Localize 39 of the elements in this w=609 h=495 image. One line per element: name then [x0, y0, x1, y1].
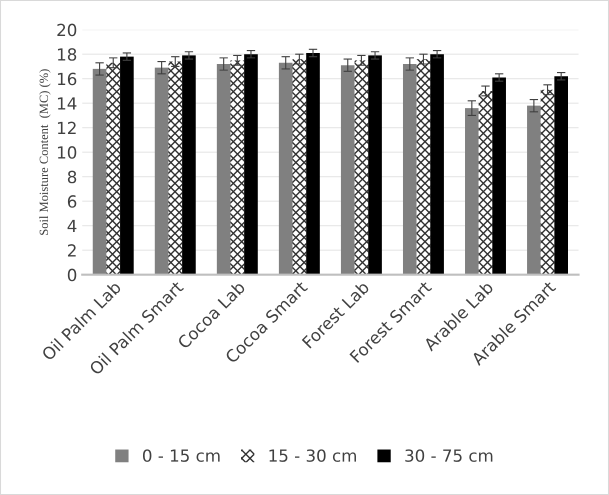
bar	[230, 60, 244, 275]
bar	[478, 90, 492, 275]
bar	[430, 54, 444, 275]
bar	[120, 56, 134, 275]
bar	[92, 68, 106, 275]
bar	[244, 54, 258, 275]
y-tick-label: 2	[68, 244, 76, 257]
y-tick-label: 0	[68, 268, 76, 282]
bar	[168, 62, 182, 275]
bar	[402, 64, 417, 275]
bar	[216, 64, 230, 275]
bar	[278, 62, 293, 275]
bar	[106, 62, 120, 275]
bar	[416, 59, 430, 275]
y-tick-label: 8	[68, 170, 76, 184]
y-tick-label: 18	[58, 48, 76, 61]
legend-label: 30 - 75 cm	[405, 449, 492, 462]
bar	[354, 60, 368, 275]
bar	[340, 65, 355, 275]
bar	[154, 68, 168, 275]
bar	[306, 52, 320, 275]
bar	[554, 76, 568, 275]
bar	[540, 90, 554, 275]
bar	[182, 55, 196, 275]
y-tick-label: 20	[57, 24, 76, 36]
y-axis-title: Soil Moisture Content (MC) (%)	[39, 69, 51, 235]
y-tick-label: 10	[58, 146, 76, 159]
bar	[492, 77, 506, 275]
y-tick-label: 16	[58, 72, 76, 86]
y-tick-label: 14	[58, 97, 76, 110]
legend-label: 15 - 30 cm	[270, 449, 356, 462]
bar	[368, 55, 382, 275]
legend-label: 0 - 15 cm	[142, 449, 220, 462]
y-tick-label: 4	[68, 220, 76, 232]
bar	[292, 59, 306, 275]
bar	[465, 108, 479, 275]
y-tick-label: 6	[68, 195, 76, 208]
bar	[527, 106, 541, 275]
y-tick-label: 12	[58, 122, 76, 134]
